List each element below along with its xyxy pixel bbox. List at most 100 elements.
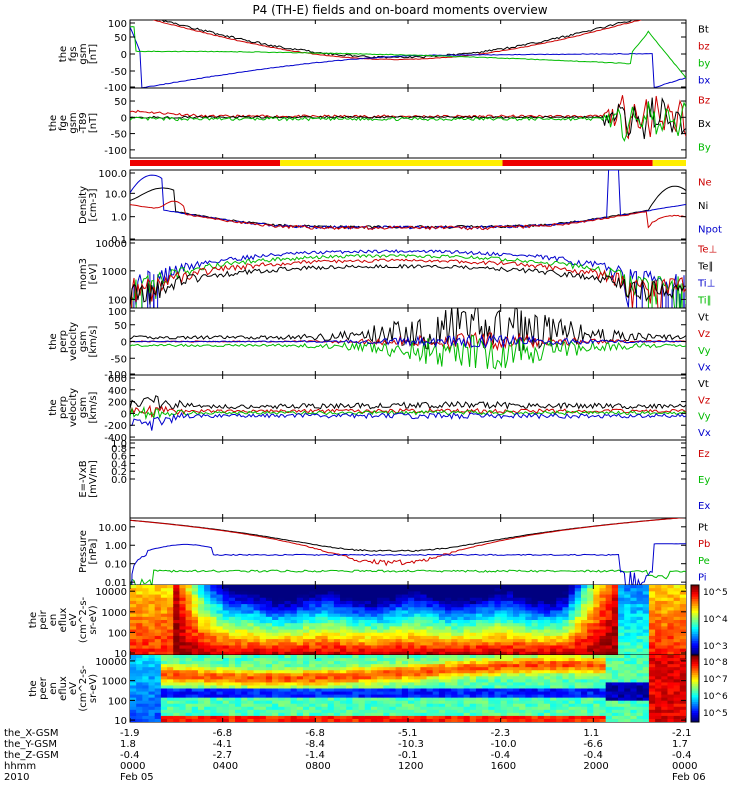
spectrogram-cell xyxy=(315,694,323,699)
spectrogram-cell xyxy=(352,715,360,720)
spectrogram-cell xyxy=(185,585,193,589)
spectrogram-cell xyxy=(488,658,496,662)
spectrogram-cell xyxy=(463,620,471,624)
spectrogram-cell xyxy=(599,591,607,596)
spectrogram-cell xyxy=(630,648,638,653)
spectrogram-cell xyxy=(525,697,533,702)
spectrogram-cell xyxy=(414,670,421,674)
spectrogram-cell xyxy=(599,658,607,662)
spectrogram-cell xyxy=(432,661,440,665)
spectrogram-cell xyxy=(377,591,384,596)
spectrogram-cell xyxy=(265,718,273,722)
spectrogram-cell xyxy=(587,651,594,655)
spectrogram-cell xyxy=(389,658,397,662)
spectrogram-cell xyxy=(136,694,143,699)
spectrogram-cell xyxy=(679,604,686,608)
spectrogram-cell xyxy=(587,629,594,634)
spectrogram-cell xyxy=(340,715,347,720)
spectrogram-cell xyxy=(210,610,218,615)
spectrogram-cell xyxy=(247,597,255,602)
spectrogram-cell xyxy=(204,676,211,680)
spectrogram-cell xyxy=(568,688,576,693)
spectrogram-cell xyxy=(315,676,323,680)
spectrogram-cell xyxy=(624,667,631,671)
spectrogram-cell xyxy=(513,718,520,722)
spectrogram-cell xyxy=(420,591,428,596)
spectrogram-cell xyxy=(265,610,273,615)
spectrogram-cell xyxy=(222,642,230,647)
spectrogram-cell xyxy=(451,635,459,640)
spectrogram-cell xyxy=(210,648,218,653)
spectrogram-cell xyxy=(624,682,631,687)
spectrogram-cell xyxy=(358,706,366,711)
spectrogram-cell xyxy=(661,607,669,612)
spectrogram-cell xyxy=(377,655,384,659)
colorbar-swatch xyxy=(691,661,699,665)
spectrogram-cell xyxy=(309,694,316,699)
spectrogram-cell xyxy=(173,682,181,687)
spectrogram-cell xyxy=(519,610,526,615)
spectrogram-cell xyxy=(377,682,384,687)
spectrogram-cell xyxy=(432,620,440,624)
spectrogram-cell xyxy=(235,715,242,720)
spectrogram-cell xyxy=(197,645,205,650)
spectrogram-cell xyxy=(395,620,403,624)
spectrogram-cell xyxy=(611,700,619,705)
spectrogram-cell xyxy=(377,718,384,722)
spectrogram-cell xyxy=(358,588,366,592)
spectrogram-cell xyxy=(457,626,465,631)
spectrogram-cell xyxy=(148,607,156,612)
spectrogram-cell xyxy=(333,712,341,717)
spectrogram-cell xyxy=(160,632,168,637)
spectrogram-cell xyxy=(543,588,551,592)
spectrogram-cell xyxy=(272,613,279,618)
spectrogram-cell xyxy=(191,715,199,720)
spectrogram-cell xyxy=(167,613,174,618)
spectrogram-cell xyxy=(574,651,582,655)
spectrogram-cell xyxy=(438,635,446,640)
spectrogram-cell xyxy=(655,620,662,624)
spectrogram-cell xyxy=(679,648,686,653)
spectrogram-cell xyxy=(500,642,508,647)
spectrogram-cell xyxy=(624,635,631,640)
spectrogram-cell xyxy=(574,712,582,717)
spectrogram-cell xyxy=(309,623,316,627)
spectrogram-cell xyxy=(216,673,224,677)
spectrogram-cell xyxy=(389,629,397,634)
y-axis-label: eflux xyxy=(58,608,69,633)
spectrogram-cell xyxy=(389,685,397,690)
spectrogram-cell xyxy=(130,642,137,647)
spectrogram-cell xyxy=(642,685,650,690)
spectrogram-cell xyxy=(636,661,644,665)
spectrogram-cell xyxy=(377,594,384,599)
spectrogram-cell xyxy=(321,667,329,671)
spectrogram-cell xyxy=(197,703,205,708)
spectrogram-cell xyxy=(642,642,650,647)
spectrogram-cell xyxy=(222,610,230,615)
spectrogram-cell xyxy=(346,642,353,647)
spectrogram-cell xyxy=(389,607,397,612)
spectrogram-cell xyxy=(531,635,539,640)
spectrogram-cell xyxy=(173,700,181,705)
spectrogram-cell xyxy=(667,651,675,655)
spectrogram-cell xyxy=(420,610,428,615)
spectrogram-cell xyxy=(179,604,187,608)
spectrogram-cell xyxy=(278,613,286,618)
spectrogram-cell xyxy=(290,600,298,605)
spectrogram-cell xyxy=(247,613,255,618)
spectrogram-cell xyxy=(179,629,187,634)
spectrogram-cell xyxy=(624,639,631,643)
spectrogram-cell xyxy=(605,635,613,640)
spectrogram-cell xyxy=(272,682,279,687)
spectrogram-cell xyxy=(216,697,224,702)
spectrogram-cell xyxy=(370,610,378,615)
spectrogram-cell xyxy=(364,642,372,647)
spectrogram-cell xyxy=(327,658,335,662)
spectrogram-cell xyxy=(327,616,335,621)
spectrogram-cell xyxy=(340,679,347,684)
spectrogram-cell xyxy=(309,709,316,714)
spectrogram-cell xyxy=(642,597,650,602)
spectrogram-cell xyxy=(506,585,514,589)
spectrogram-cell xyxy=(253,655,261,659)
spectrogram-cell xyxy=(636,712,644,717)
